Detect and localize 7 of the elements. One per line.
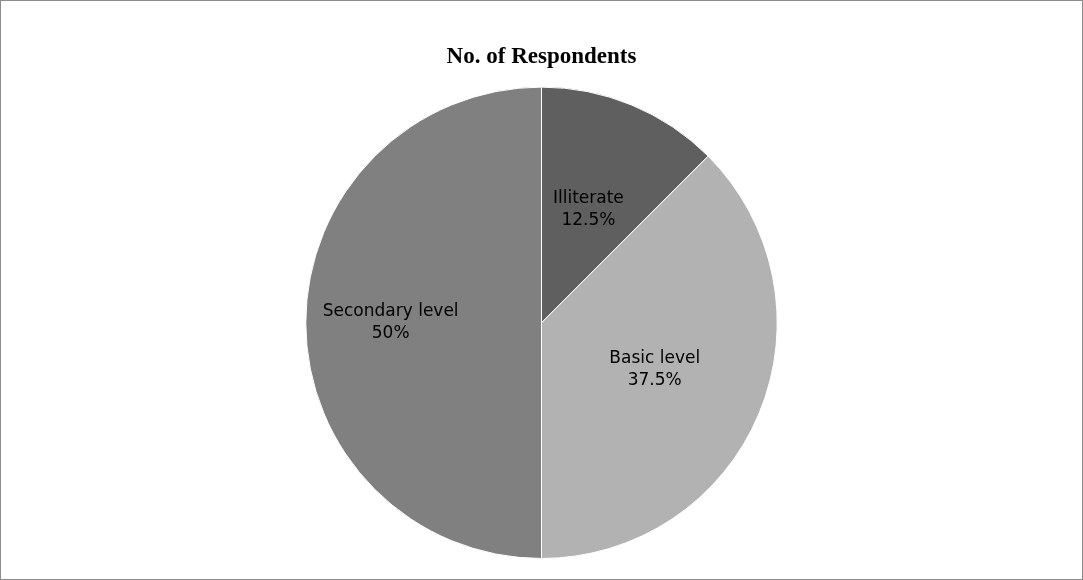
data-label: 50%	[371, 322, 410, 343]
data-label: 37.5%	[627, 369, 682, 390]
slice-label: Basic level	[609, 347, 701, 368]
chart-title: No. of Respondents	[446, 42, 637, 68]
data-label: 12.5%	[561, 208, 616, 229]
slice-label: Secondary level	[322, 300, 459, 321]
slice-label: Illiterate	[552, 186, 624, 207]
